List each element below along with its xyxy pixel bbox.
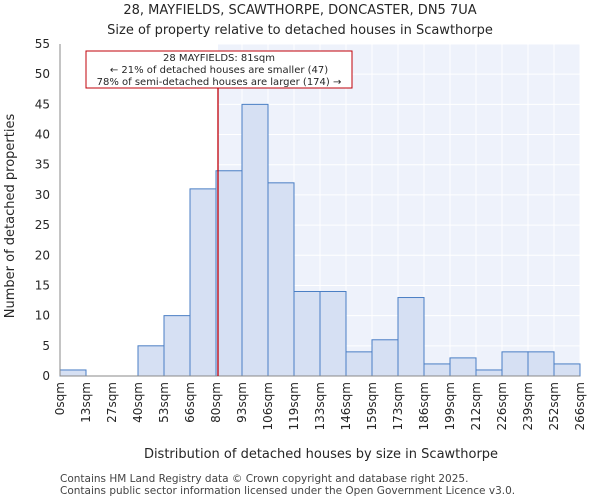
x-tick-label: 119sqm — [287, 382, 301, 430]
x-tick-label: 212sqm — [469, 382, 483, 430]
histogram-bar — [371, 339, 399, 377]
histogram-bar — [293, 290, 321, 377]
x-tick-label: 80sqm — [209, 382, 223, 423]
x-tick-label: 173sqm — [391, 382, 405, 430]
x-tick-label: 159sqm — [365, 382, 379, 430]
x-tick-label: 93sqm — [235, 382, 249, 423]
x-tick-label: 53sqm — [157, 382, 171, 423]
histogram-bar — [449, 357, 477, 377]
y-tick-label: 50 — [35, 67, 50, 81]
chart-title-line-2: Size of property relative to detached ho… — [107, 23, 493, 38]
x-tick-label: 66sqm — [183, 382, 197, 423]
histogram-bar — [423, 363, 451, 377]
y-tick-label: 55 — [35, 37, 50, 51]
histogram-bar — [527, 351, 555, 377]
x-tick-label: 252sqm — [547, 382, 561, 430]
histogram-bar — [345, 351, 373, 377]
annotation-line-2: ← 21% of detached houses are smaller (47… — [110, 65, 328, 76]
histogram-bar — [553, 363, 581, 377]
histogram-chart: 28, MAYFIELDS, SCAWTHORPE, DONCASTER, DN… — [3, 3, 587, 462]
x-tick-label: 239sqm — [521, 382, 535, 430]
y-tick-label: 40 — [35, 128, 50, 142]
histogram-bar — [241, 103, 269, 377]
y-tick-label: 45 — [35, 97, 50, 111]
x-tick-label: 40sqm — [131, 382, 145, 423]
footer-licence-line: Contains public sector information licen… — [60, 485, 516, 497]
histogram-bar — [475, 369, 503, 377]
histogram-bar — [267, 182, 295, 377]
annotation-line-3: 78% of semi-detached houses are larger (… — [97, 77, 342, 88]
x-tick-label: 266sqm — [573, 382, 587, 430]
x-tick-label: 186sqm — [417, 382, 431, 430]
x-tick-label: 0sqm — [53, 382, 67, 415]
y-tick-label: 20 — [35, 248, 50, 262]
x-tick-label: 106sqm — [261, 382, 275, 430]
y-axis-title: Number of detached properties — [3, 114, 18, 319]
annotation-line-1: 28 MAYFIELDS: 81sqm — [163, 53, 275, 64]
y-tick-label: 35 — [35, 158, 50, 172]
histogram-bar — [501, 351, 529, 377]
y-tick-label: 5 — [42, 339, 50, 353]
x-tick-label: 27sqm — [105, 382, 119, 423]
x-axis-title: Distribution of detached houses by size … — [144, 447, 498, 462]
histogram-bar — [189, 188, 217, 377]
histogram-bar — [215, 170, 243, 377]
x-tick-label: 199sqm — [443, 382, 457, 430]
histogram-bar — [137, 345, 165, 377]
histogram-bar — [319, 290, 347, 377]
x-tick-label: 133sqm — [313, 382, 327, 430]
y-tick-label: 25 — [35, 218, 50, 232]
footer-copyright-line: Contains HM Land Registry data © Crown c… — [60, 473, 469, 485]
x-tick-label: 13sqm — [79, 382, 93, 423]
y-tick-label: 0 — [42, 369, 50, 383]
annotation-border — [85, 50, 353, 89]
chart-title-line-1: 28, MAYFIELDS, SCAWTHORPE, DONCASTER, DN… — [123, 3, 476, 18]
histogram-bar — [397, 297, 425, 377]
histogram-bar — [163, 315, 191, 377]
x-tick-label: 226sqm — [495, 382, 509, 430]
y-tick-label: 15 — [35, 278, 50, 292]
histogram-bar — [59, 369, 87, 377]
x-tick-label: 146sqm — [339, 382, 353, 430]
annotation-box: 28 MAYFIELDS: 81sqm ← 21% of detached ho… — [85, 50, 353, 89]
y-tick-label: 10 — [35, 309, 50, 323]
y-tick-label: 30 — [35, 188, 50, 202]
